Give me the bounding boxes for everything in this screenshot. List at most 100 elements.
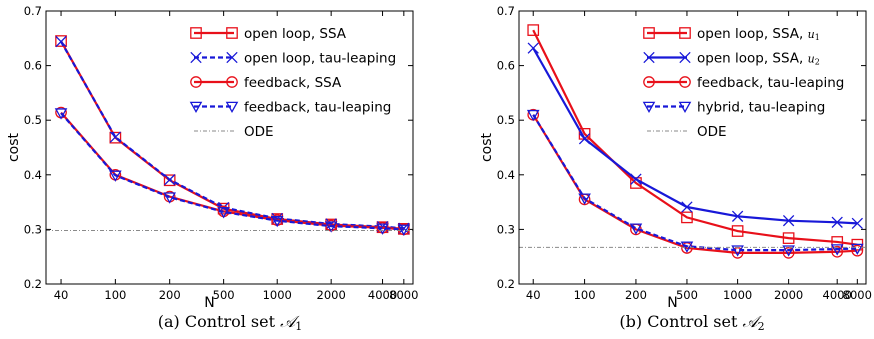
data-point [527, 24, 540, 36]
chart-panel-b: 0.2 0.3 0.4 0.5 0.6 0.7 40 100 200 500 1000 2000 400… [479, 4, 872, 333]
plot-frame [45, 10, 414, 285]
x-tick-label: 2000 [317, 288, 346, 302]
legend-marker [642, 101, 656, 114]
x-tick-label: 8000 [843, 288, 872, 302]
x-tick-label: 500 [213, 288, 235, 302]
legend-marker [190, 27, 202, 39]
legend-entry: ODE [244, 124, 274, 140]
series-4 [526, 109, 864, 257]
legend-entry: ODE [697, 124, 727, 140]
y-tick-label: 0.5 [24, 113, 42, 127]
y-axis-label: cost [6, 132, 22, 162]
data-point [782, 247, 795, 259]
data-point [324, 221, 338, 233]
data-point [731, 210, 744, 222]
y-tick-label: 0.3 [497, 222, 515, 236]
x-tick-label: 1000 [723, 288, 752, 302]
data-point [731, 245, 744, 257]
legend: open loop, SSA, u1 open loop, SSA, u2 feed… [642, 26, 844, 140]
legend-entry: feedback, tau-leaping [697, 75, 844, 91]
data-point [782, 215, 795, 227]
y-tick-label: 0.7 [24, 4, 42, 18]
x-tick-label: 1000 [263, 288, 292, 302]
y-axis-label: cost [479, 132, 495, 162]
caption-math-subscript: 1 [295, 320, 302, 333]
x-tick-label: 8000 [389, 288, 418, 302]
legend-entry: feedback, SSA [244, 75, 342, 91]
legend-marker [643, 76, 655, 88]
data-point [526, 109, 540, 122]
legend-marker [643, 27, 655, 39]
x-tick-label: 40 [54, 288, 69, 302]
series-line [532, 114, 858, 252]
data-point [55, 35, 67, 47]
plot-frame [518, 10, 867, 285]
y-tick-label: 0.4 [24, 168, 42, 182]
legend-marker [226, 51, 238, 64]
legend-marker [679, 51, 691, 64]
legend-math-symbol: u [808, 53, 815, 66]
x-tick-label: 4000 [368, 288, 397, 302]
data-point [109, 131, 122, 144]
x-tick-label: 100 [574, 288, 596, 302]
data-point [681, 211, 693, 224]
data-point [109, 170, 122, 182]
legend-marker [190, 51, 202, 64]
y-tick-label: 0.2 [24, 277, 42, 291]
y-tick-label: 0.7 [497, 4, 515, 18]
data-point [578, 193, 591, 205]
data-point [830, 244, 844, 256]
legend-math-symbol: u [808, 28, 815, 41]
series-line [60, 41, 404, 230]
data-point [831, 216, 843, 228]
y-tick-label: 0.4 [497, 168, 515, 182]
x-tick-label: 4000 [823, 288, 852, 302]
data-point [681, 201, 693, 213]
legend-entry: open loop, SSA, u2 [697, 51, 820, 67]
data-point [731, 225, 744, 237]
caption-math-subscript: 2 [758, 320, 765, 333]
legend-math-subscript: 1 [815, 33, 820, 42]
data-point [109, 131, 122, 143]
data-point [782, 232, 795, 244]
series-line [532, 29, 858, 246]
data-point [163, 174, 176, 187]
data-point [163, 192, 176, 204]
data-point [271, 212, 283, 225]
data-point [680, 241, 694, 253]
legend-entry: hybrid, tau-leaping [697, 100, 825, 116]
legend-entry: feedback, tau-leaping [244, 100, 391, 116]
legend-marker [643, 51, 655, 64]
data-point [325, 218, 337, 230]
y-tick-label: 0.2 [497, 277, 515, 291]
legend-marker [189, 101, 203, 114]
legend-entry: open loop, SSA, u1 [697, 26, 820, 42]
data-point [851, 217, 863, 230]
figure-caption: (a) Control set 𝒜1 [158, 312, 303, 333]
x-axis-label: N [667, 295, 677, 311]
legend-marker [226, 76, 238, 88]
legend-marker [679, 27, 691, 39]
series-1 [527, 24, 864, 251]
data-point [217, 207, 230, 219]
legend-marker [225, 101, 239, 114]
legend-entry: open loop, SSA [244, 26, 347, 42]
caption-math-symbol: 𝒜 [280, 312, 300, 331]
series-3 [527, 108, 864, 259]
series-line [532, 47, 858, 225]
data-point [55, 35, 67, 48]
data-point [397, 224, 411, 236]
chart-panel-a: 0.2 0.3 0.4 0.5 0.6 0.7 40 100 200 500 1000 2000 400… [6, 4, 418, 333]
data-point [629, 223, 643, 235]
data-point [782, 245, 795, 257]
caption-math-symbol: 𝒜 [742, 312, 762, 331]
data-point [851, 244, 864, 257]
x-tick-label: 40 [526, 288, 541, 302]
y-tick-label: 0.3 [24, 222, 42, 236]
data-point [376, 223, 389, 235]
data-point [851, 243, 864, 256]
x-tick-label: 500 [676, 288, 698, 302]
y-tick-label: 0.5 [497, 113, 515, 127]
series-2 [527, 42, 863, 230]
